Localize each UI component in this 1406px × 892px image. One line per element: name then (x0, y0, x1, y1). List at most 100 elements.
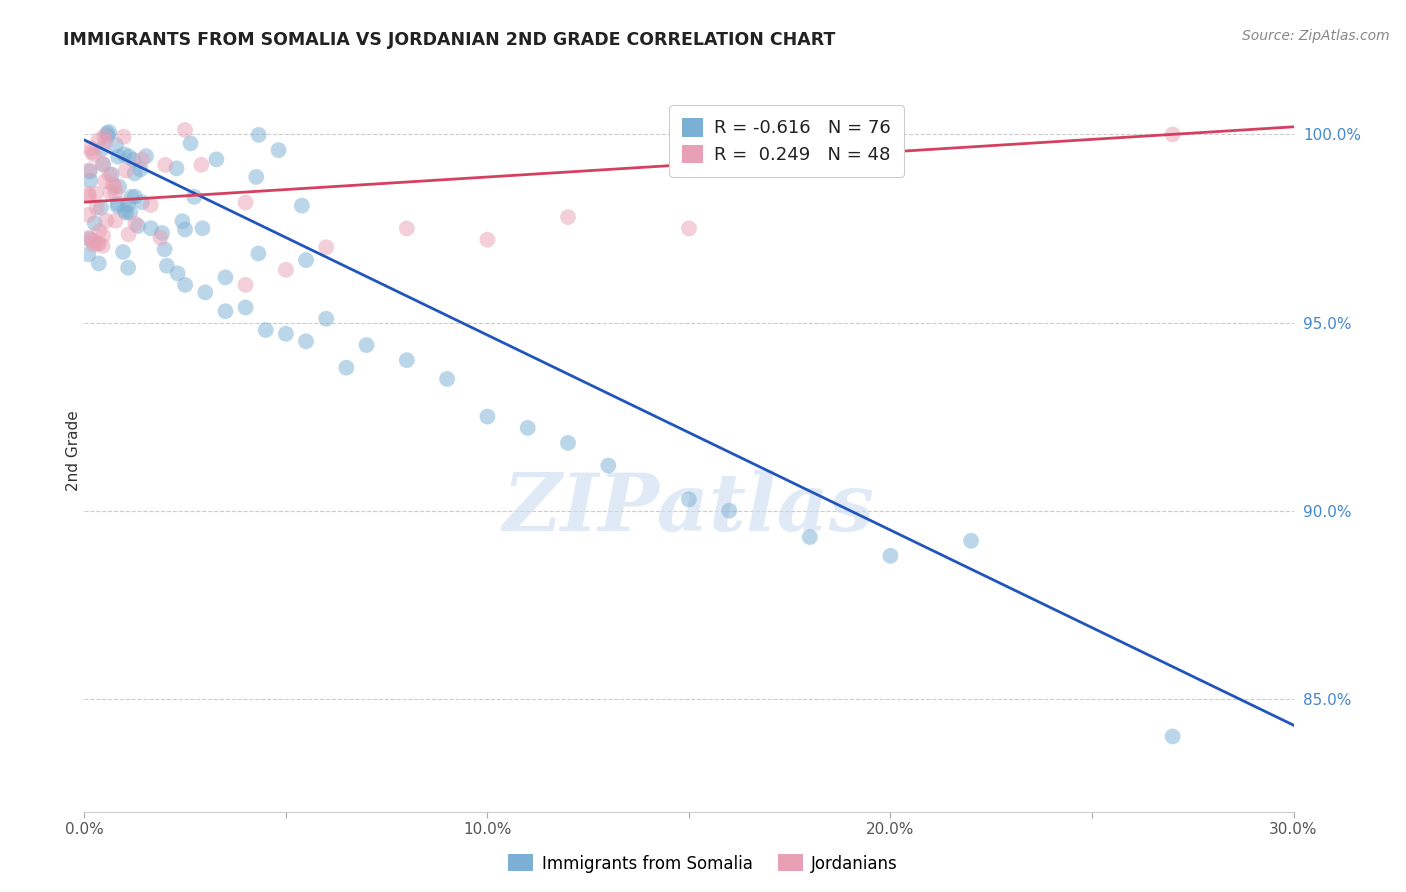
Point (295, 253, 318, 268)
Point (115, 205, 138, 219)
Point (395, 221, 418, 235)
Point (124, 166, 146, 180)
Point (112, 147, 135, 161)
Y-axis label: 2nd Grade: 2nd Grade (66, 410, 80, 491)
Point (139, 198, 162, 212)
Point (477, 409, 499, 424)
Point (315, 311, 337, 326)
Point (235, 277, 257, 292)
Point (94, 135, 117, 149)
Point (107, 150, 129, 164)
Point (82, 234, 104, 248)
Point (153, 242, 176, 256)
Point (83, 147, 105, 161)
Point (84, 186, 107, 201)
Point (150, 226, 173, 240)
Point (174, 222, 197, 236)
Point (274, 262, 297, 277)
Point (117, 227, 139, 242)
Point (79, 173, 101, 187)
Point (80, 145, 103, 159)
Point (190, 158, 212, 172)
Point (960, 533, 983, 548)
Point (77, 186, 100, 201)
Point (129, 162, 152, 177)
Point (79, 232, 101, 246)
Point (214, 270, 236, 285)
Text: Source: ZipAtlas.com: Source: ZipAtlas.com (1241, 29, 1389, 43)
Point (267, 143, 290, 157)
Point (166, 266, 188, 280)
Point (1161, 128, 1184, 142)
Point (1161, 730, 1184, 744)
Point (131, 153, 153, 167)
Point (111, 245, 134, 260)
Point (598, 458, 620, 473)
Point (96, 127, 118, 141)
Point (477, 233, 499, 247)
Point (183, 190, 205, 204)
Point (91, 156, 114, 170)
Point (94, 174, 117, 188)
Point (799, 530, 821, 544)
Point (83, 216, 105, 230)
Point (104, 186, 127, 200)
Point (91, 239, 114, 253)
Point (120, 205, 142, 219)
Legend: R = -0.616   N = 76, R =  0.249   N = 48: R = -0.616 N = 76, R = 0.249 N = 48 (669, 105, 904, 177)
Point (235, 195, 257, 210)
Point (122, 153, 145, 167)
Point (79, 141, 101, 155)
Point (395, 353, 418, 368)
Point (166, 161, 188, 176)
Legend: Immigrants from Somalia, Jordanians: Immigrants from Somalia, Jordanians (502, 847, 904, 880)
Point (91, 228, 114, 243)
Point (82, 237, 104, 252)
Point (98, 185, 121, 199)
Point (77, 247, 100, 261)
Point (191, 221, 214, 235)
Point (356, 338, 378, 352)
Text: ZIPatlas: ZIPatlas (503, 469, 875, 547)
Point (131, 195, 153, 210)
Point (100, 168, 122, 182)
Point (155, 158, 177, 172)
Point (112, 129, 135, 144)
Point (678, 492, 700, 507)
Point (139, 221, 162, 235)
Point (879, 549, 901, 563)
Point (98, 125, 121, 139)
Point (194, 285, 217, 300)
Point (315, 240, 337, 254)
Point (87, 133, 110, 147)
Point (274, 326, 297, 341)
Point (156, 259, 179, 273)
Point (107, 199, 129, 213)
Point (93, 129, 115, 144)
Point (86, 201, 108, 215)
Point (678, 221, 700, 235)
Point (115, 163, 138, 178)
Point (98, 168, 121, 182)
Point (96, 214, 118, 228)
Point (254, 323, 277, 337)
Point (557, 210, 579, 224)
Point (107, 196, 129, 211)
Point (97, 128, 120, 143)
Point (87, 224, 110, 238)
Point (120, 190, 142, 204)
Point (247, 128, 270, 142)
Text: IMMIGRANTS FROM SOMALIA VS JORDANIAN 2ND GRADE CORRELATION CHART: IMMIGRANTS FROM SOMALIA VS JORDANIAN 2ND… (63, 31, 835, 49)
Point (87, 256, 110, 270)
Point (247, 246, 270, 260)
Point (77, 163, 100, 178)
Point (149, 230, 172, 244)
Point (174, 277, 197, 292)
Point (108, 179, 131, 194)
Point (205, 153, 228, 167)
Point (174, 123, 197, 137)
Point (335, 360, 357, 375)
Point (172, 214, 194, 228)
Point (77, 208, 100, 222)
Point (90, 142, 112, 156)
